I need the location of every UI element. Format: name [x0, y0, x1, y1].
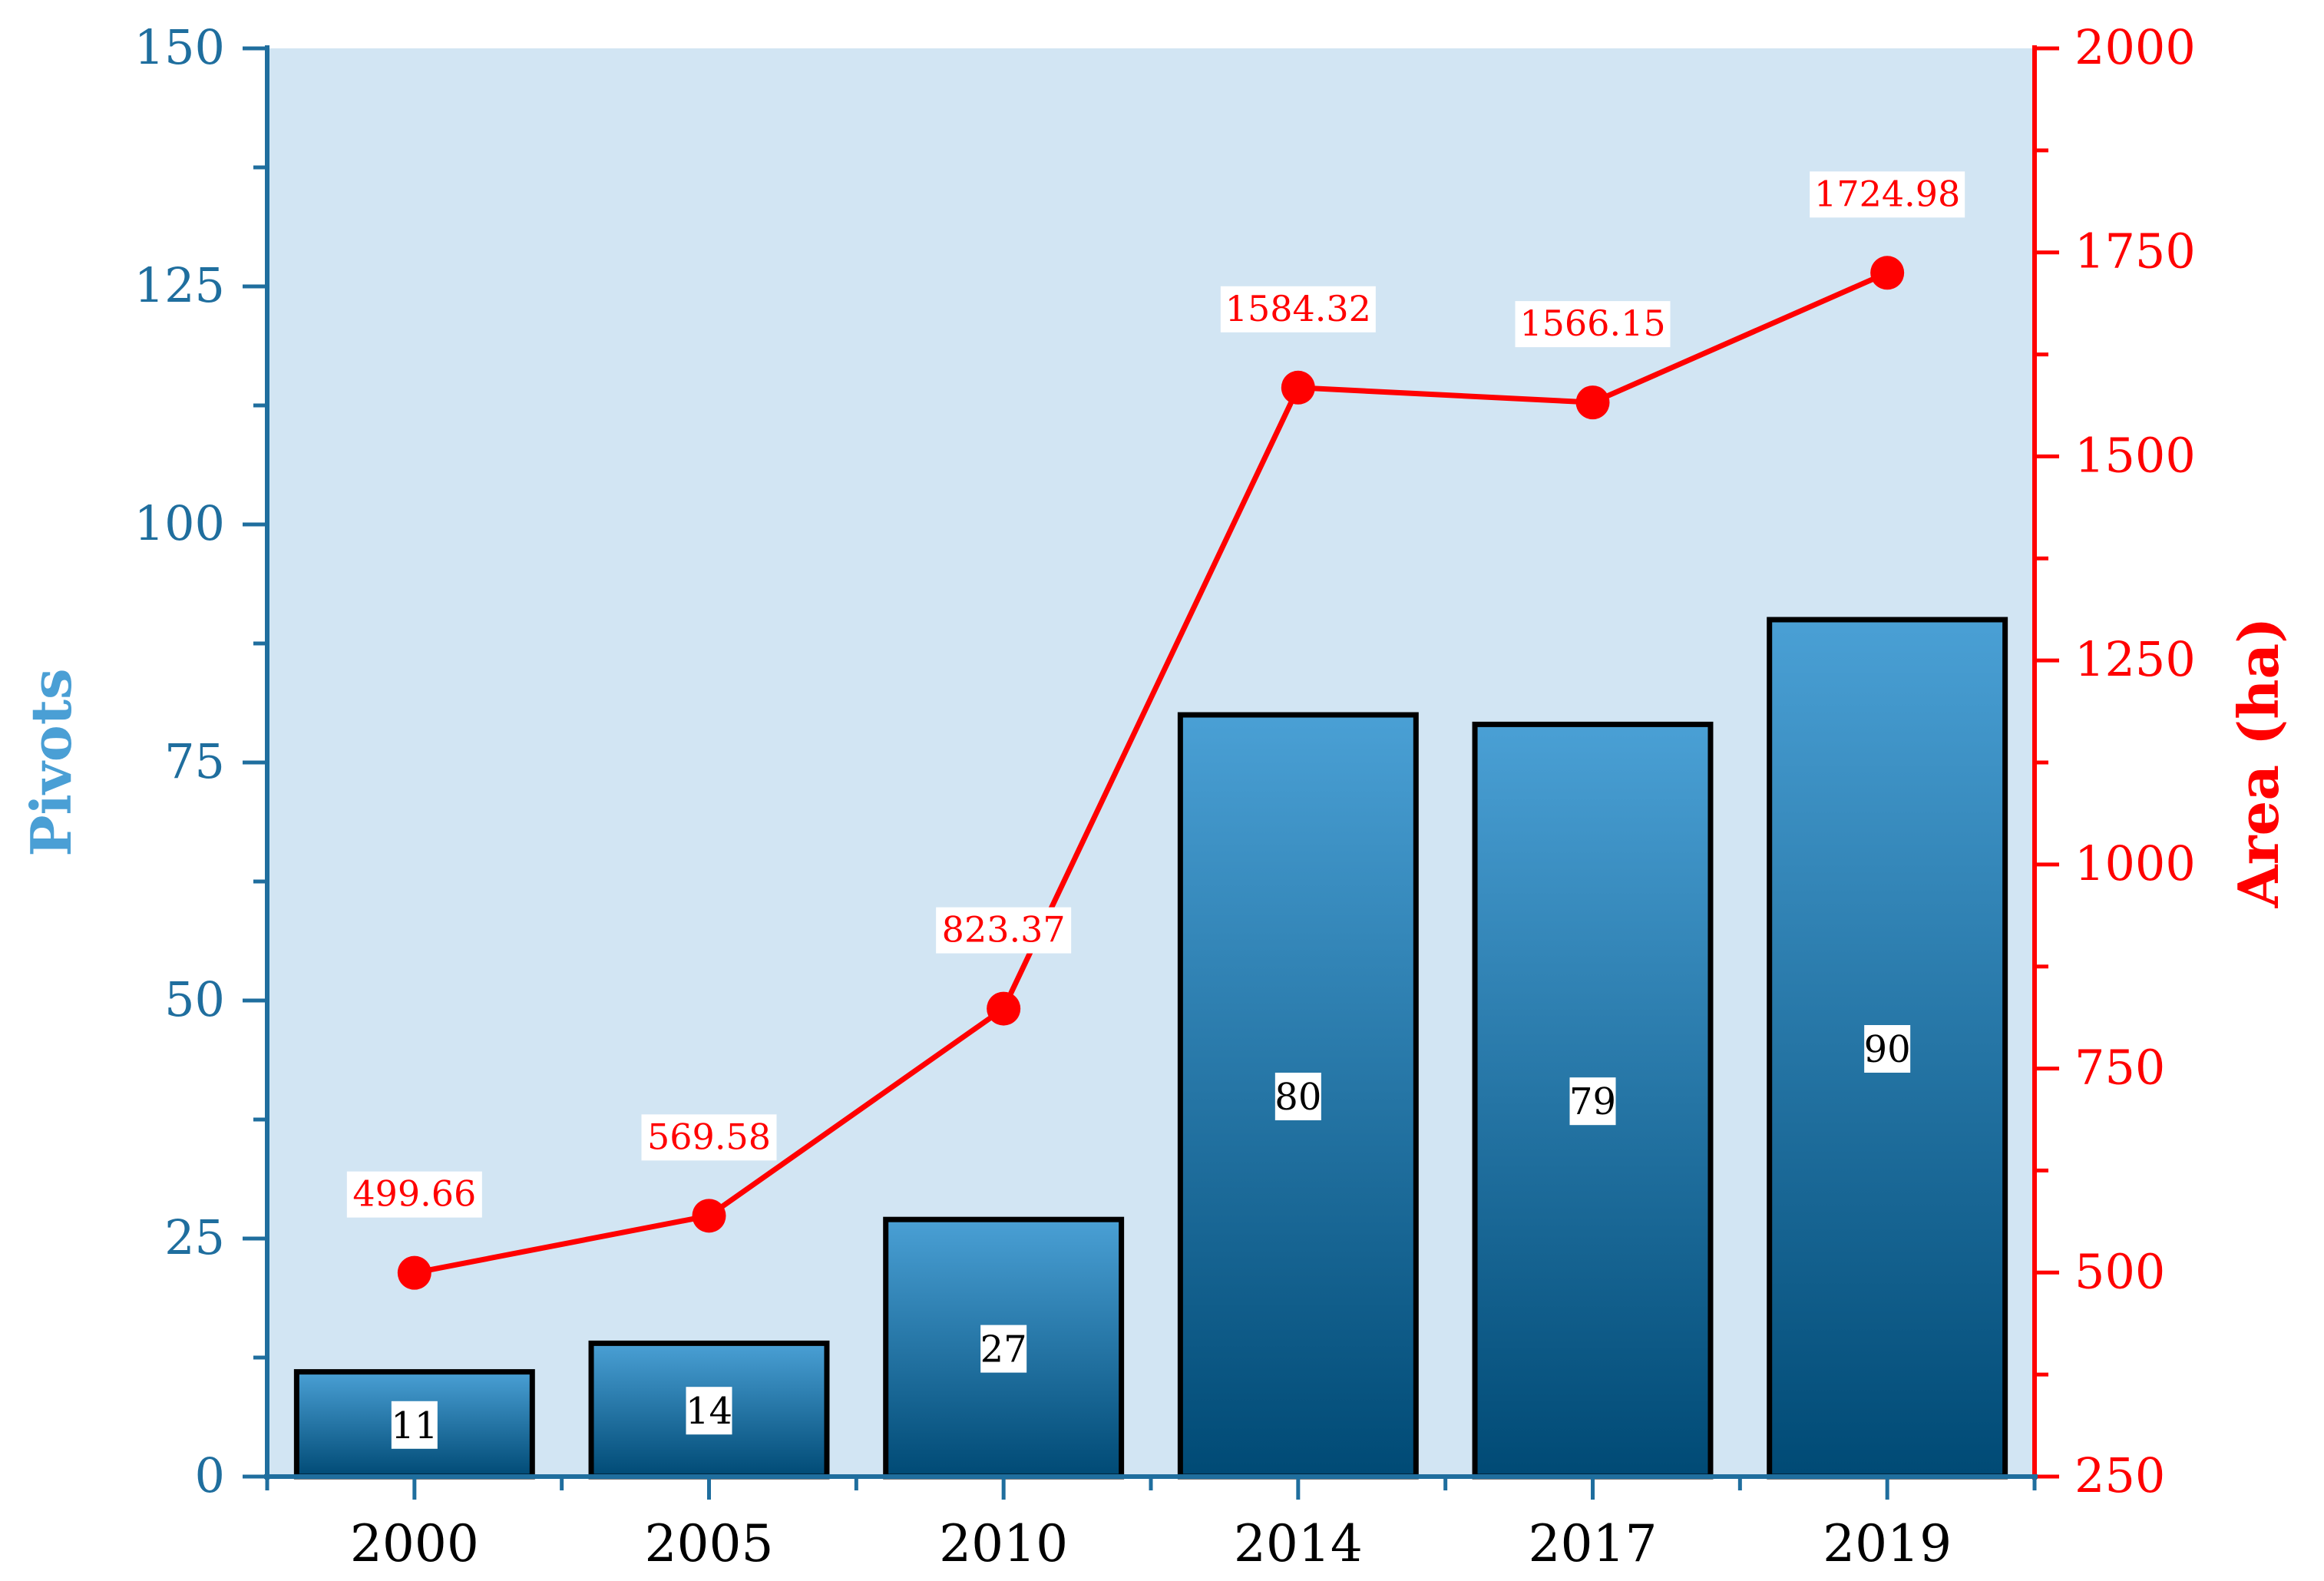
bar-label-box-2019: [1864, 1025, 1911, 1073]
left-tick-label: 75: [164, 733, 225, 789]
area-label-2005: 569.58: [647, 1116, 771, 1157]
left-axis-title: Pivots: [18, 668, 84, 856]
right-tick-label: 1500: [2074, 427, 2196, 483]
right-tick-label: 250: [2074, 1447, 2165, 1503]
left-tick-label: 50: [164, 971, 225, 1027]
left-tick-label: 125: [134, 257, 225, 313]
area-label-box-2014: [1220, 286, 1376, 332]
area-line: [414, 270, 1889, 1276]
bottom-axis: 2000 2005 2010 2014 2017 2019: [264, 1474, 2038, 1573]
bar-label-2000: 11: [391, 1404, 438, 1447]
area-label-2017: 1566.15: [1519, 303, 1665, 344]
x-tick-label-2005: 2005: [645, 1514, 774, 1573]
right-tick-label: 1750: [2074, 223, 2196, 279]
left-tick-label: 25: [164, 1209, 225, 1265]
right-tick-label: 750: [2074, 1040, 2165, 1096]
bar-label-2014: 80: [1274, 1076, 1321, 1119]
right-tick-label: 1250: [2074, 631, 2196, 687]
area-label-box-2017: [1515, 301, 1671, 348]
bar-series: 11 14 27 80 79 90: [293, 617, 2008, 1480]
area-label-2000: 499.66: [352, 1173, 476, 1215]
area-label-2014: 1584.32: [1225, 288, 1371, 329]
area-point-2010: [987, 991, 1021, 1026]
area-label-box-2010: [936, 907, 1072, 954]
area-point-2019: [1870, 256, 1905, 290]
left-tick-label: 150: [134, 19, 225, 75]
x-tick-label-2014: 2014: [1234, 1514, 1363, 1573]
line-series: 499.66 569.58 823.37 1584.32 1566.15 1724.98: [346, 171, 1965, 1290]
bar-label-box-2000: [391, 1401, 438, 1449]
bar-label-2005: 14: [686, 1390, 732, 1433]
x-tick-label-2010: 2010: [939, 1514, 1068, 1573]
bar-label-box-2010: [980, 1325, 1027, 1373]
left-tick-label: 100: [134, 495, 225, 551]
plot-area: [267, 48, 2035, 1477]
bar-label-box-2014: [1274, 1073, 1321, 1120]
left-axis: 0 25 50 75 100 125 150: [134, 19, 269, 1503]
right-tick-label: 500: [2074, 1243, 2165, 1299]
area-point-2000: [397, 1255, 431, 1290]
bar-label-box-2005: [686, 1387, 732, 1435]
right-tick-label: 1000: [2074, 835, 2196, 891]
bar-label-2010: 27: [980, 1328, 1027, 1371]
area-label-2019: 1724.98: [1814, 173, 1960, 214]
area-point-2005: [692, 1199, 726, 1233]
x-tick-label-2000: 2000: [350, 1514, 479, 1573]
area-point-2017: [1575, 385, 1610, 420]
right-axis-title: Area (ha): [2226, 617, 2291, 908]
right-tick-label: 2000: [2074, 19, 2196, 75]
area-label-box-2005: [641, 1114, 777, 1161]
x-tick-label-2019: 2019: [1823, 1514, 1952, 1573]
bar-label-2019: 90: [1864, 1028, 1911, 1071]
area-label-box-2019: [1810, 171, 1965, 218]
bar-label-2017: 79: [1569, 1080, 1616, 1123]
area-label-box-2000: [346, 1171, 482, 1218]
left-tick-label: 0: [195, 1447, 225, 1503]
area-point-2014: [1281, 370, 1315, 405]
x-tick-label-2017: 2017: [1529, 1514, 1658, 1573]
bar-label-box-2017: [1569, 1077, 1616, 1126]
right-axis: 250 500 750 1000 1250 1500 1750 2000: [2032, 19, 2196, 1503]
area-label-2010: 823.37: [942, 909, 1066, 951]
